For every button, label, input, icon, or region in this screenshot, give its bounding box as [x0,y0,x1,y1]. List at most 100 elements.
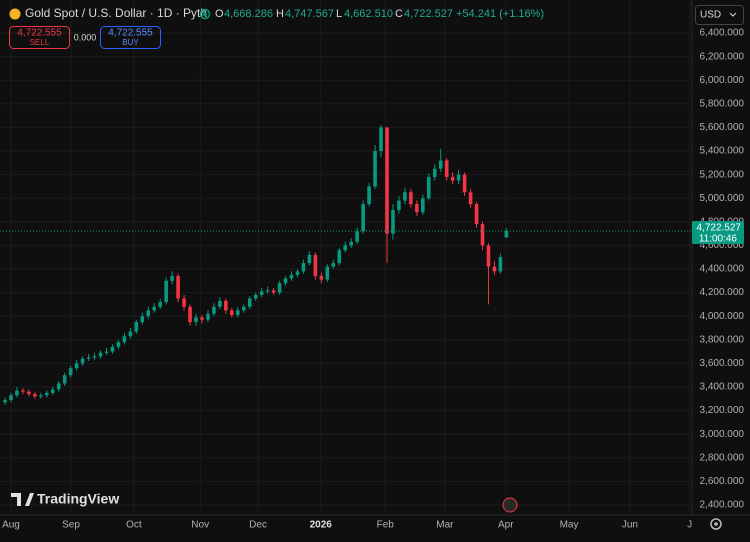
candle-body [194,317,198,323]
spread: 0.000 [74,32,97,42]
ohlc-key: C [395,8,403,20]
ohlc-value: 4,668.286 [224,8,273,20]
candle-body [212,306,216,314]
last-price-box [692,220,744,244]
x-tick-label: Feb [377,520,395,531]
candle-body [295,271,300,275]
candle-body [367,186,371,205]
candle-body [325,266,330,280]
ohlc-key: H [276,8,284,20]
candle-body [331,263,336,267]
y-tick-label: 4,400.000 [700,264,745,275]
candle-body [86,357,91,359]
y-tick-label: 6,400.000 [700,28,745,39]
candle-body [462,174,467,193]
currency-select[interactable] [695,5,744,25]
buy-price: 4,722.555 [108,28,153,39]
sell-label: SELL [30,38,50,47]
x-tick-label: Nov [191,520,209,531]
candle-body [39,395,43,397]
candle-body [504,230,509,238]
candle-body [9,395,13,400]
candle-body [92,356,97,358]
brand-name: TradingView [37,491,119,507]
candle-body [355,231,359,242]
candle-body [403,192,407,201]
dropdown-arrow [729,12,737,17]
y-tick-label: 3,000.000 [700,429,745,440]
candle-body [104,351,109,353]
candle-body [68,368,73,376]
candle-body [33,394,37,397]
candles [3,125,509,405]
candle-body [98,352,103,357]
currency: USD [700,10,721,21]
candle-body [409,192,413,205]
candle-body [110,346,115,352]
candle-body [122,336,127,343]
candle-body [391,210,395,234]
candle-body [50,389,55,393]
candle-body [152,306,157,311]
candle-body [188,306,192,323]
candle-body [224,300,228,311]
buy-button[interactable] [100,26,161,49]
candle-body [128,331,133,337]
settings-button[interactable] [710,518,722,530]
x-tick-label: May [560,520,579,531]
candle-body [146,310,151,317]
candle-body [474,204,479,225]
symbol-title[interactable]: Gold Spot / U.S. Dollar · 1D · Pyth [25,6,207,20]
candle-body [385,127,389,234]
x-tick-label: Jun [622,520,638,531]
candle-body [432,168,437,177]
candle-body [343,245,348,251]
y-tick-label: 5,600.000 [700,122,745,133]
x-tick-label: 2026 [310,520,333,531]
x-tick-label: Sep [62,520,80,531]
candle-body [56,383,61,390]
candle-body [116,342,121,347]
market-status [199,8,211,20]
event-icon[interactable] [502,497,518,513]
y-tick-label: 3,400.000 [700,382,745,393]
candle-body [313,254,318,277]
sell-button[interactable] [9,26,70,49]
y-tick-label: 6,200.000 [700,51,745,62]
ohlc-value: 4,662.510 [344,8,393,20]
candle-body [218,300,222,307]
y-tick-label: 5,200.000 [700,169,745,180]
candle-body [415,204,419,213]
candle-body [164,280,168,303]
candle-body [230,310,234,316]
candle-body [361,204,365,232]
candle-body [140,316,145,323]
sell-price: 4,722.555 [17,28,62,39]
x-tick-label: Dec [249,520,267,531]
candle-body [62,375,67,384]
market-status-dot [203,12,207,16]
candle-body [307,254,312,264]
y-tick-label: 4,200.000 [700,287,745,298]
candle-body [468,192,473,205]
candle-body [421,198,425,213]
candle-body [450,176,455,181]
candle-body [247,298,252,307]
y-tick-label: 3,200.000 [700,405,745,416]
change: +54.241 (+1.16%) [456,8,544,20]
candle-body [480,224,485,246]
ohlc-value: 4,722.527 [404,8,453,20]
y-tick-label: 3,800.000 [700,334,745,345]
candle-body [182,298,186,307]
y-tick-label: 5,800.000 [700,98,745,109]
candle-body [134,322,139,332]
candle-body [200,317,204,320]
last-price-label: 4,722.527 [697,223,742,234]
y-tick-label: 5,000.000 [700,193,745,204]
candle-body [289,274,294,279]
candle-body [271,290,276,293]
candle-body [498,257,503,272]
candle-body [3,399,7,403]
